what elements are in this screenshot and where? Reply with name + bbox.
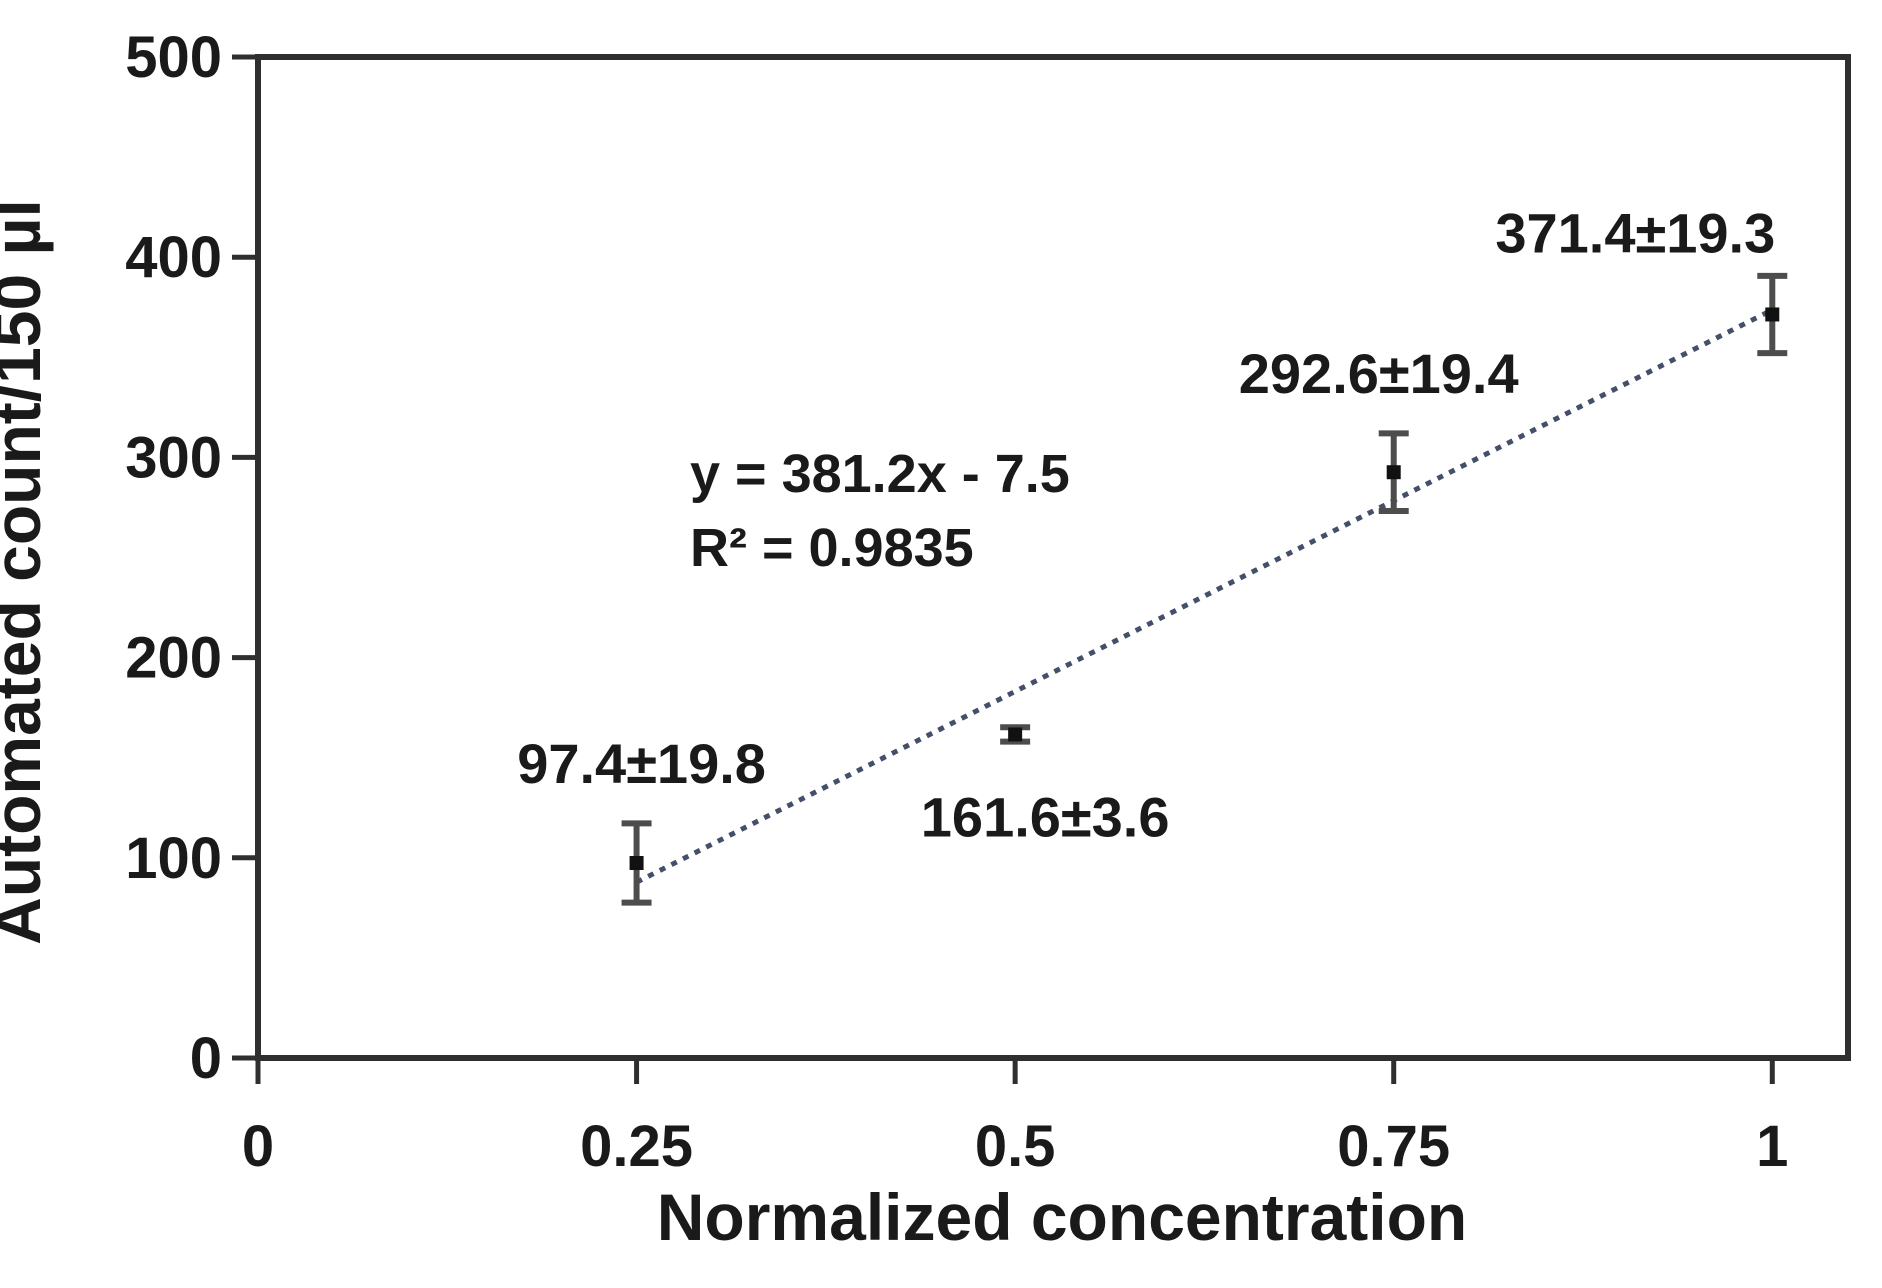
r-squared-label: R² = 0.9835: [690, 518, 974, 578]
x-tick-label: 0: [242, 1114, 274, 1179]
x-tick-label: 1: [1756, 1114, 1788, 1179]
x-tick-label: 0.75: [1337, 1114, 1450, 1179]
y-tick-label: 500: [125, 25, 222, 90]
data-point-marker: [629, 856, 644, 871]
data-point-marker: [1008, 727, 1023, 742]
y-tick-label: 200: [125, 626, 222, 691]
data-point-label: 97.4±19.8: [517, 732, 766, 795]
axis-ticks-layer: 0 100 200 300 400 500 0 0.25 0.5 0.75 1: [125, 25, 1788, 1179]
data-point-marker: [1386, 465, 1401, 480]
plot-frame-layer: [255, 54, 1851, 1061]
data-point-label: 292.6±19.4: [1239, 342, 1519, 405]
data-series-layer: [621, 272, 1788, 906]
data-point-label: 161.6±3.6: [921, 785, 1170, 848]
trendline: [635, 307, 1774, 885]
x-axis-title: Normalized concentration: [657, 1180, 1467, 1254]
y-tick-label: 100: [125, 826, 222, 891]
trendline-equation-label: y = 381.2x - 7.5: [690, 444, 1070, 504]
data-point-label: 371.4±19.3: [1495, 201, 1775, 264]
x-tick-label: 0.25: [580, 1114, 693, 1179]
data-point-marker: [1765, 307, 1780, 322]
trendline-layer: [635, 307, 1774, 885]
y-tick-label: 0: [190, 1026, 222, 1091]
y-tick-label: 300: [125, 425, 222, 490]
plot-frame: [255, 54, 1851, 1061]
y-axis-title: Automated count/150 µl: [0, 199, 54, 945]
data-labels-layer: 97.4±19.8 161.6±3.6 292.6±19.4 371.4±19.3: [517, 201, 1775, 848]
y-tick-label: 400: [125, 225, 222, 290]
x-tick-label: 0.5: [975, 1114, 1056, 1179]
